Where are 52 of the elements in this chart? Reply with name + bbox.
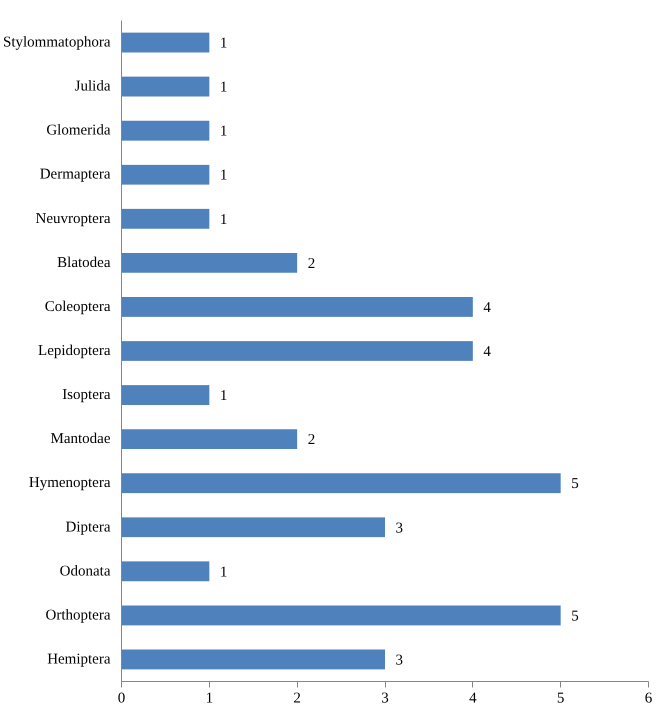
y-tick-label: Hymenoptera: [28, 475, 111, 492]
data-label: 1: [220, 80, 228, 96]
data-label: 1: [220, 388, 228, 404]
data-label: 1: [220, 36, 228, 52]
y-tick-label: Neuvroptera: [36, 210, 111, 227]
data-label: 1: [220, 212, 228, 228]
bar: [122, 385, 210, 405]
bar: [122, 120, 210, 141]
x-tick-label: 5: [556, 690, 564, 706]
y-tick-label: Glomerida: [46, 122, 111, 139]
data-label: 3: [396, 652, 404, 668]
bar: [122, 32, 210, 52]
data-label: 5: [571, 476, 579, 492]
bar: [122, 561, 210, 582]
data-label: 2: [308, 256, 316, 272]
data-label: 4: [483, 344, 492, 360]
x-tick-label: 0: [118, 690, 126, 706]
x-tick-label: 1: [206, 690, 214, 706]
y-tick-label: Julida: [74, 78, 111, 95]
y-tick-label: Stylommatophora: [3, 34, 111, 51]
y-tick-label: Mantodae: [50, 431, 111, 448]
data-label: 4: [483, 300, 492, 316]
y-tick-label: Diptera: [66, 519, 111, 536]
x-tick-label: 4: [469, 690, 478, 706]
y-tick-label: Hemiptera: [47, 651, 111, 668]
data-label: 1: [220, 124, 228, 140]
data-label: 5: [571, 608, 579, 624]
data-label: 3: [396, 520, 404, 536]
bar: [122, 297, 473, 317]
bar: [122, 341, 473, 361]
data-label: 2: [308, 432, 316, 448]
bar: [122, 164, 210, 185]
y-tick-label: Coleoptera: [44, 298, 111, 315]
bar: [122, 76, 210, 97]
bar: [122, 429, 298, 450]
y-tick-label: Lepidoptera: [38, 343, 111, 359]
bar: [122, 473, 561, 494]
x-tick-label: 6: [644, 690, 653, 706]
y-tick-label: Odonata: [60, 563, 111, 580]
bar: [122, 252, 298, 273]
bar: [122, 517, 385, 538]
bar: [122, 605, 561, 626]
data-label: 1: [220, 564, 228, 580]
x-tick-label: 3: [381, 690, 389, 706]
y-tick-label: Orthoptera: [46, 607, 111, 624]
y-tick-label: Blatodea: [57, 254, 111, 271]
y-tick-label: Isoptera: [62, 387, 111, 404]
bar: [122, 650, 385, 670]
x-tick-label: 2: [293, 690, 301, 706]
data-label: 1: [220, 168, 228, 184]
bar: [122, 208, 210, 229]
y-tick-label: Dermaptera: [40, 166, 111, 183]
